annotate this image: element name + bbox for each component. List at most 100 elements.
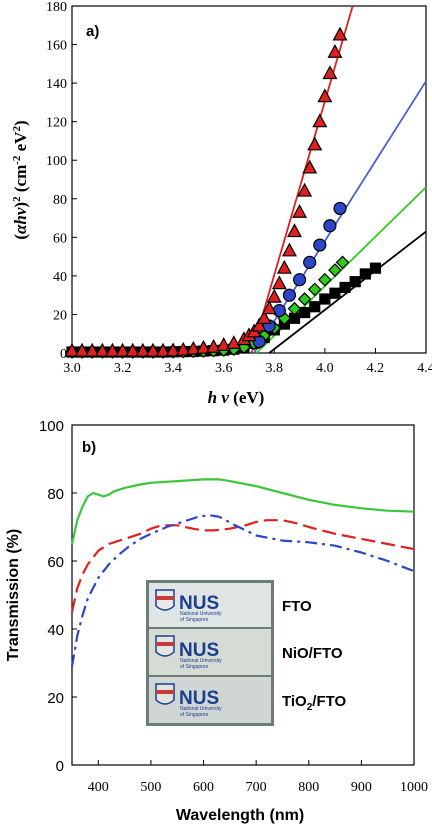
sample-nio-logo-sub-2: of Singapore <box>180 664 209 670</box>
point-square <box>349 276 361 288</box>
point-triangle <box>135 342 151 357</box>
sample-nio-logo-sub-1: National University <box>180 658 222 664</box>
y-tick-label: 60 <box>47 554 64 571</box>
panel-b-y-axis-label: Transmission (%) <box>5 529 22 661</box>
point-square <box>329 287 341 299</box>
point-triangle <box>251 317 267 332</box>
series-line-solid <box>70 478 415 545</box>
x-tick-label: 400 <box>88 780 109 795</box>
x-tick-label: 4.4 <box>417 361 432 376</box>
y-label-alpha: α <box>11 224 30 234</box>
y-tick-label: 100 <box>46 154 67 169</box>
lion-crest-icon-band <box>156 596 174 600</box>
x-label-nu: ν <box>221 388 229 407</box>
point-circle <box>272 303 286 318</box>
sample-fto: NUS National University of Singapore <box>149 583 271 627</box>
point-triangle <box>271 275 287 290</box>
panel-a-markers <box>64 26 382 359</box>
point-diamond <box>318 272 332 287</box>
y-label-hv: hν <box>11 207 30 224</box>
point-triangle <box>332 26 348 41</box>
point-diamond <box>307 282 322 297</box>
x-tick-label: 4.2 <box>367 361 385 376</box>
y-tick-label: 100 <box>39 418 64 435</box>
panel-b-label: b) <box>82 439 96 456</box>
point-triangle <box>125 342 141 357</box>
point-triangle <box>216 337 232 351</box>
inset-label-tio: TiO <box>282 693 307 710</box>
y-tick-label: 40 <box>47 622 64 639</box>
x-tick-label: 800 <box>298 780 319 795</box>
point-circle <box>292 273 307 287</box>
sample-fto-logo: NUS <box>179 593 219 614</box>
point-triangle <box>281 242 297 257</box>
point-triangle <box>115 342 131 357</box>
point-triangle <box>84 342 100 357</box>
point-square <box>299 306 311 319</box>
y-label-open: ( <box>11 234 30 240</box>
point-square <box>309 301 321 313</box>
point-triangle <box>104 342 120 357</box>
inset-label-fto: FTO <box>282 598 312 615</box>
x-tick-label: 1000 <box>400 780 428 795</box>
x-tick-label: 3.6 <box>215 361 233 376</box>
panel-b-x-axis-label: Wavelength (nm) <box>176 807 304 824</box>
y-tick-label: 140 <box>46 77 67 92</box>
point-triangle <box>287 223 303 238</box>
inset-label-tio-sub: 2 <box>307 702 313 713</box>
point-triangle <box>327 44 343 58</box>
point-triangle <box>261 300 277 315</box>
x-label-h: h <box>208 388 217 407</box>
point-triangle <box>256 310 272 324</box>
point-triangle <box>175 341 191 356</box>
y-tick-label: 20 <box>47 690 64 707</box>
panel-a-y-ticks: 0 20 40 60 80 100 120 140 160 180 <box>46 0 77 362</box>
y-label-supm2: -2 <box>11 155 23 165</box>
panel-b-y-ticks: 0 20 40 60 80 100 <box>39 418 77 775</box>
point-circle <box>282 288 297 302</box>
lion-crest-icon-band <box>156 642 174 646</box>
point-triangle <box>206 338 222 353</box>
y-tick-label: 120 <box>46 116 67 131</box>
panel-a-x-axis-label: h ν (eV) <box>208 388 265 407</box>
point-triangle <box>302 159 318 174</box>
x-tick-label: 700 <box>246 780 267 795</box>
y-tick-label: 60 <box>53 231 67 246</box>
point-triangle <box>276 259 292 274</box>
sample-nio-fto: NUS National University of Singapore <box>149 629 271 675</box>
point-triangle <box>64 342 80 357</box>
point-diamond <box>328 263 342 277</box>
panel-a-y-axis-label: (αhν)2 (cm-2 eV2) <box>11 120 30 239</box>
y-tick-label: 0 <box>56 758 64 775</box>
point-diamond <box>287 301 302 316</box>
inset-label-tio-rest: /FTO <box>312 693 346 710</box>
x-tick-label: 3.2 <box>114 361 132 376</box>
sample-fto-logo-sub-1: National University <box>180 611 222 617</box>
point-circle <box>313 238 327 252</box>
point-triangle <box>226 335 242 349</box>
sample-nio-logo: NUS <box>179 640 219 661</box>
y-label-close: ) <box>11 202 30 208</box>
sample-tio2-logo-sub-1: National University <box>180 706 222 712</box>
x-tick-label: 3.8 <box>266 361 284 376</box>
point-triangle <box>165 342 181 357</box>
point-circle <box>333 201 347 216</box>
x-tick-label: 4.0 <box>316 361 334 376</box>
point-square <box>339 281 351 294</box>
point-triangle <box>312 113 328 128</box>
y-tick-label: 40 <box>53 270 67 285</box>
sample-tio2-fto: NUS National University of Singapore <box>149 677 271 723</box>
sample-fto-logo-sub-2: of Singapore <box>180 617 209 623</box>
point-square <box>369 262 382 274</box>
x-tick-label: 3.4 <box>164 361 182 376</box>
panel-b-x-ticks: 400 500 600 700 800 900 1000 <box>88 760 428 795</box>
inset-label-tio2-fto: TiO2/FTO <box>282 693 347 713</box>
x-tick-label: 600 <box>193 780 214 795</box>
point-square <box>359 268 371 280</box>
point-triangle <box>307 136 323 151</box>
panel-b-frame <box>71 424 415 766</box>
point-square <box>319 293 331 305</box>
y-tick-label: 80 <box>53 193 67 208</box>
sample-tio2-logo: NUS <box>179 688 219 709</box>
point-circle <box>323 219 337 233</box>
